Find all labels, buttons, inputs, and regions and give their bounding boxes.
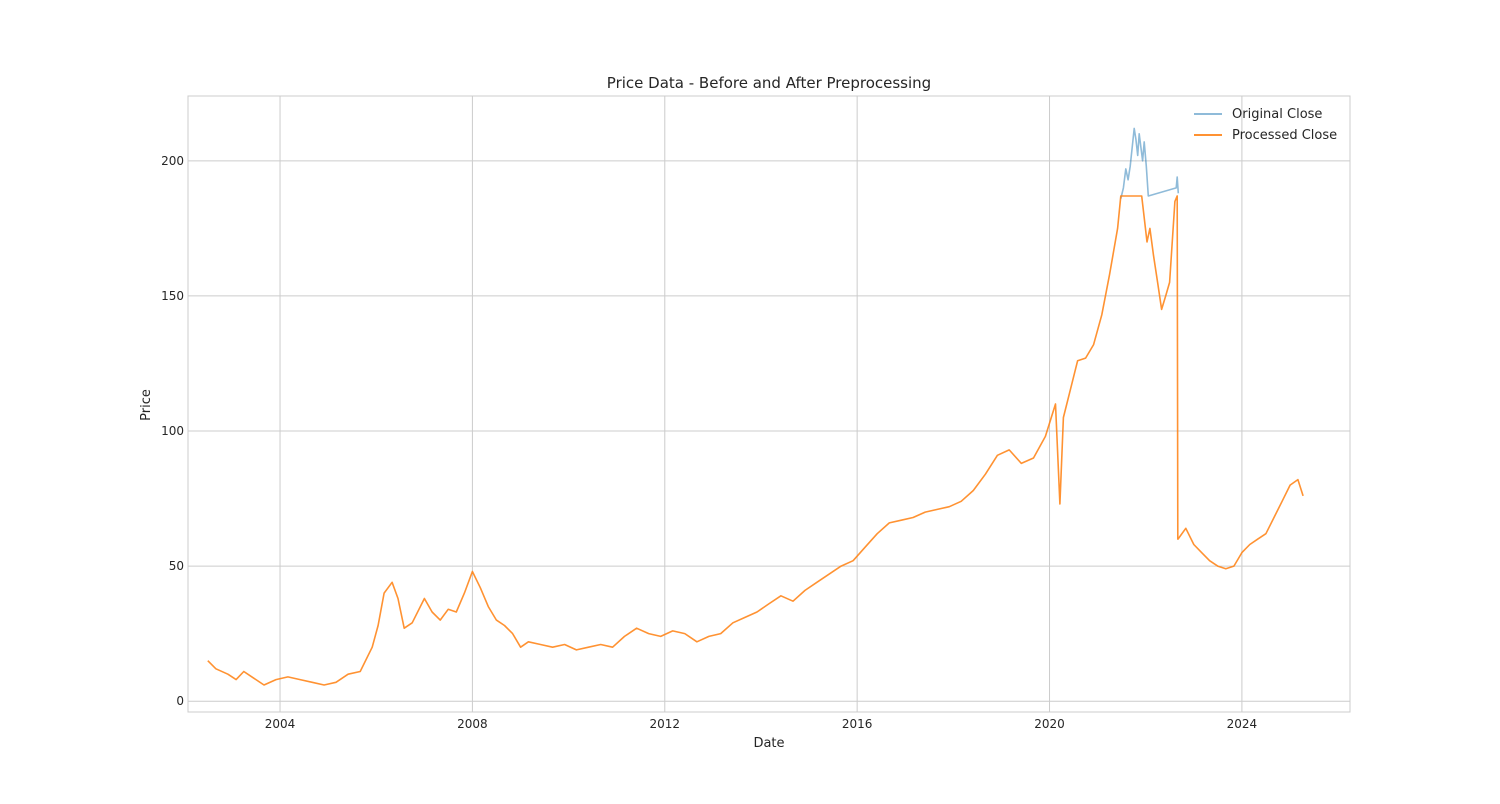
- x-axis-label: Date: [753, 736, 784, 751]
- x-tick-label: 2024: [1227, 717, 1258, 731]
- grid: [188, 96, 1350, 712]
- x-tick-label: 2012: [650, 717, 681, 731]
- x-tick-labels: 2004 2008 2012 2016 2020 2024: [265, 717, 1257, 731]
- y-axis-label: Price: [139, 389, 154, 421]
- series-line-processed-close: [207, 195, 1304, 686]
- y-tick-label: 100: [161, 424, 184, 438]
- y-tick-label: 0: [176, 694, 184, 708]
- series-lines: [207, 127, 1304, 686]
- x-tick-label: 2004: [265, 717, 296, 731]
- legend: Original Close Processed Close: [1194, 107, 1337, 143]
- plot-frame: [187, 95, 1351, 713]
- y-tick-label: 50: [169, 559, 184, 573]
- y-tick-label: 200: [161, 154, 184, 168]
- legend-label-processed-close: Processed Close: [1232, 128, 1337, 143]
- series-line-original-close: [1120, 127, 1180, 199]
- y-tick-labels: 0 50 100 150 200: [161, 154, 184, 708]
- chart-title: Price Data - Before and After Preprocess…: [607, 74, 931, 92]
- x-tick-label: 2020: [1034, 717, 1065, 731]
- legend-label-original-close: Original Close: [1232, 107, 1322, 122]
- x-tick-label: 2008: [457, 717, 488, 731]
- y-tick-label: 150: [161, 289, 184, 303]
- x-tick-label: 2016: [842, 717, 873, 731]
